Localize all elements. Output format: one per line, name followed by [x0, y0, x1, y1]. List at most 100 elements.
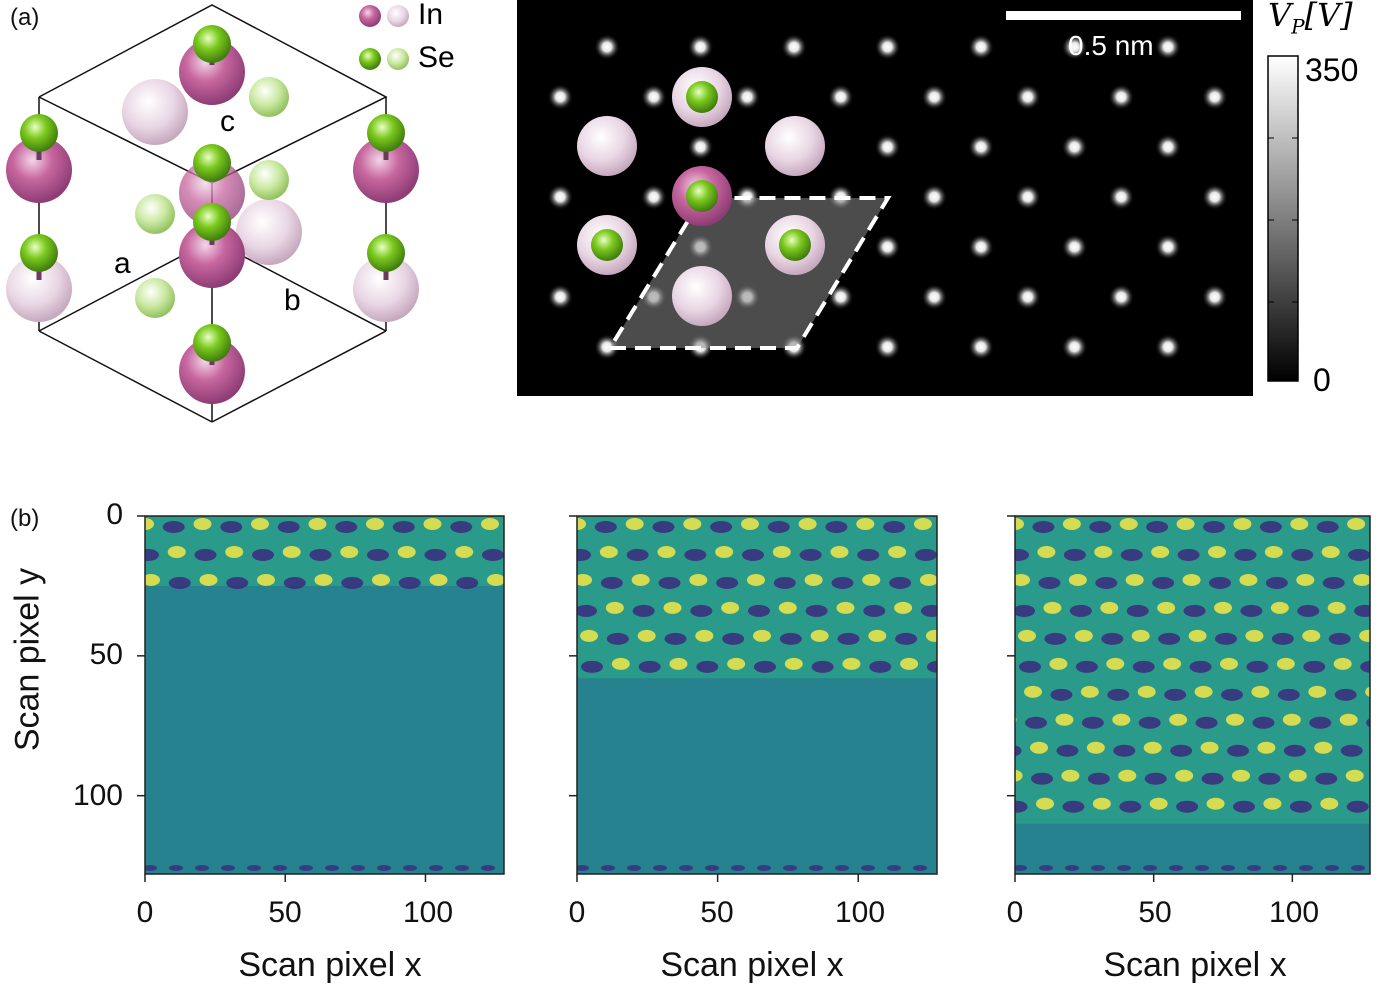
legend-se-label: Se	[418, 41, 455, 74]
dark-spot	[1107, 688, 1130, 701]
y-tick-label: 0	[106, 498, 123, 531]
dark-spot	[767, 521, 790, 533]
axis-label-c: c	[220, 105, 235, 138]
edge-artifact	[809, 865, 823, 871]
dark-spot	[805, 604, 828, 617]
dark-spot	[1132, 660, 1155, 673]
dark-spot	[1309, 716, 1332, 729]
edge-artifact	[195, 865, 209, 871]
potential-spot	[594, 34, 620, 60]
bright-spot	[554, 658, 572, 670]
dark-spot	[857, 548, 880, 561]
bright-spot	[1333, 657, 1352, 670]
bright-spot	[946, 546, 964, 558]
colorbar-max: 350	[1305, 52, 1359, 88]
dark-spot	[1189, 660, 1212, 673]
bright-spot	[1037, 545, 1056, 558]
dark-spot	[1252, 716, 1275, 729]
se-atom-light	[249, 160, 289, 200]
bright-spot	[972, 518, 990, 530]
dark-spot	[811, 660, 834, 673]
potential-spot	[874, 334, 901, 360]
bright-spot	[1062, 518, 1081, 530]
edge-artifact	[247, 865, 261, 871]
dark-spot	[1044, 632, 1067, 645]
dark-spot	[799, 548, 822, 561]
potential-spot	[968, 234, 994, 260]
bright-spot	[423, 518, 442, 530]
atom-overlays	[577, 67, 825, 326]
bright-spot	[973, 742, 991, 754]
dark-spot	[1360, 660, 1370, 673]
dark-spot	[1120, 548, 1143, 561]
bright-spot	[900, 657, 919, 670]
y-tick-label: 100	[72, 779, 123, 812]
dark-spot	[889, 576, 912, 589]
edge-artifact	[1169, 865, 1183, 871]
bright-spot	[1176, 518, 1195, 530]
dark-spot	[1144, 772, 1167, 785]
bright-spot	[544, 574, 562, 586]
bright-spot	[913, 518, 932, 530]
dark-spot	[1183, 604, 1206, 617]
bright-spot	[1321, 545, 1340, 558]
bright-spot	[752, 629, 771, 642]
axis-label-b: b	[284, 284, 301, 317]
bright-spot	[577, 573, 592, 586]
bright-spot	[1086, 741, 1105, 754]
dark-spot	[341, 576, 364, 589]
bright-spot	[199, 573, 218, 586]
x-axis-label: Scan pixel x	[238, 946, 422, 984]
edge-artifact	[273, 865, 287, 871]
bright-spot	[513, 546, 531, 558]
in-atom-light	[122, 79, 188, 145]
bright-spot	[631, 573, 650, 586]
bright-spot	[1182, 573, 1201, 586]
x-tick-label: 100	[402, 896, 454, 929]
bright-spot	[308, 518, 327, 530]
dark-spot	[696, 660, 719, 673]
dark-spot	[982, 577, 1004, 589]
dark-spot	[1176, 800, 1199, 813]
dark-spot	[1031, 772, 1053, 785]
dark-spot	[941, 521, 963, 533]
se-atom	[367, 114, 405, 152]
heatmap-frame	[576, 515, 938, 875]
in-atom	[179, 222, 245, 288]
in-atom-light	[672, 266, 732, 326]
bright-spot	[1163, 657, 1182, 670]
dark-spot	[684, 548, 707, 561]
edge-artifact	[351, 865, 365, 871]
bright-spot	[868, 629, 887, 642]
bright-spot	[1314, 741, 1333, 754]
se-atom-light	[135, 278, 175, 318]
bright-spot	[740, 518, 759, 530]
dark-spot	[1081, 716, 1104, 729]
bright-spot	[282, 545, 301, 558]
bright-spot	[599, 545, 618, 558]
potential-spot	[1201, 84, 1228, 110]
dark-spot	[985, 661, 1007, 673]
bright-spot	[167, 545, 186, 558]
dark-spot	[1315, 772, 1338, 785]
dark-spot	[1177, 548, 1200, 561]
bright-spot	[1290, 518, 1309, 530]
bright-spot	[727, 657, 746, 670]
potential-spot	[1155, 134, 1181, 160]
bright-spot	[1206, 797, 1225, 810]
se-atom	[20, 234, 58, 272]
dark-spot	[690, 604, 713, 617]
bright-spot	[981, 546, 999, 558]
edge-artifact	[1117, 865, 1131, 871]
dark-spot	[1164, 688, 1187, 701]
bright-spot	[1061, 769, 1080, 782]
se-atom	[591, 229, 623, 261]
dark-spot	[606, 632, 629, 645]
dark-spot	[168, 576, 191, 589]
bright-spot	[1347, 518, 1366, 530]
dark-spot	[1095, 576, 1118, 589]
potential-spot	[921, 184, 948, 210]
dark-spot	[1328, 632, 1351, 645]
bright-spot	[798, 518, 817, 530]
potential-spot	[1108, 184, 1135, 210]
